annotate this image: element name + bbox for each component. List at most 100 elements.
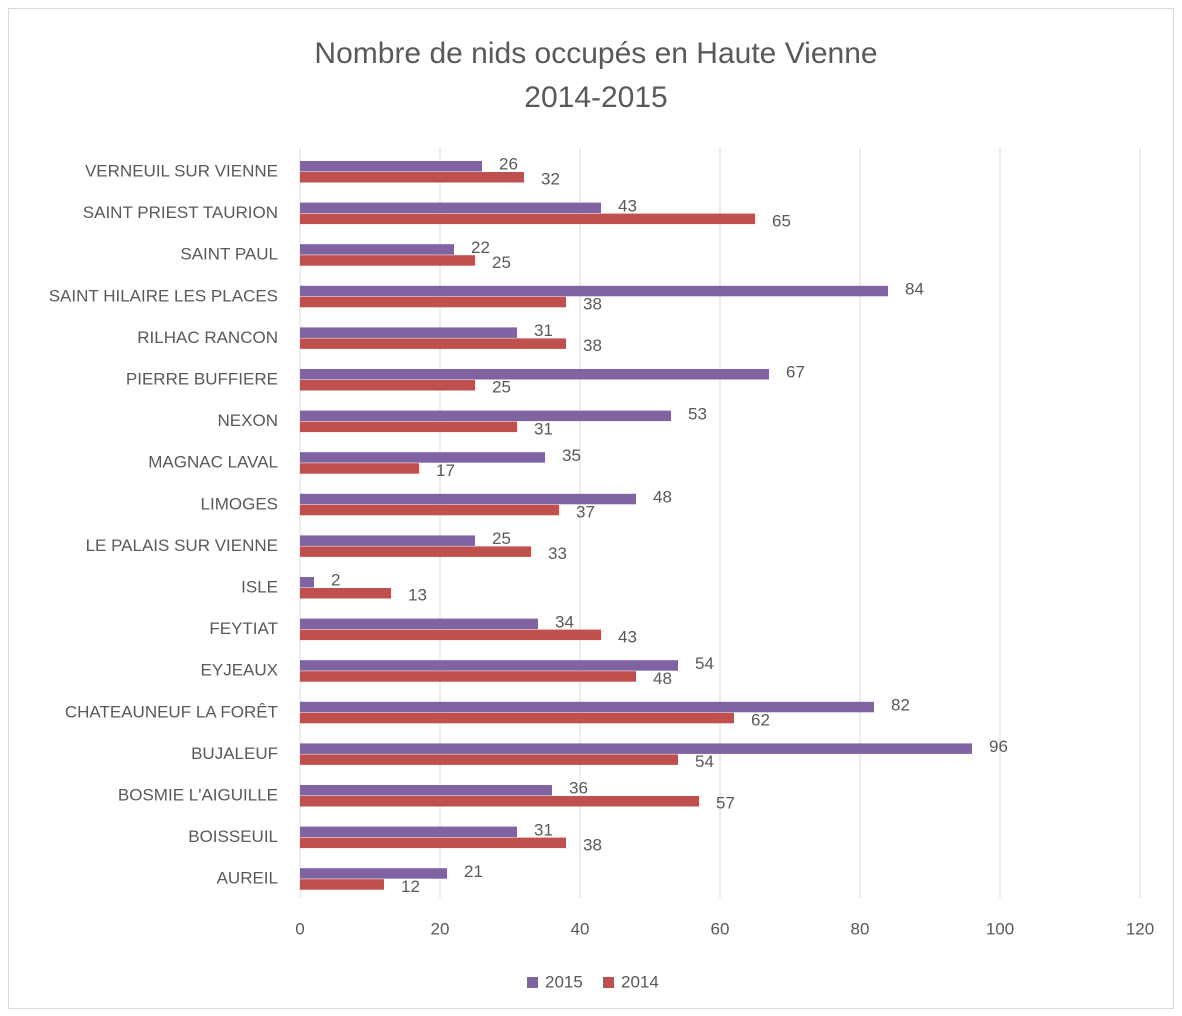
x-tick-label: 0	[295, 919, 304, 938]
y-tick-label: SAINT HILAIRE LES PLACES	[49, 286, 278, 305]
bar	[300, 380, 475, 391]
bar	[300, 577, 314, 588]
bar	[300, 463, 419, 474]
bar	[300, 452, 545, 463]
bar	[300, 327, 517, 338]
y-tick-label: CHATEAUNEUF LA FORÊT	[65, 702, 278, 721]
bar	[300, 202, 601, 214]
x-tick-label: 120	[1126, 919, 1154, 938]
legend-label: 2014	[621, 972, 659, 991]
y-tick-label: MAGNAC LAVAL	[148, 453, 278, 472]
data-label: 31	[534, 820, 553, 839]
bar	[300, 660, 678, 671]
bar	[300, 754, 678, 765]
data-label: 31	[534, 419, 553, 438]
data-label: 65	[772, 211, 791, 230]
bar	[300, 535, 475, 546]
data-label: 32	[541, 170, 560, 189]
bar	[300, 868, 447, 879]
bar	[300, 369, 769, 380]
data-label: 96	[989, 737, 1008, 756]
data-label: 82	[891, 696, 910, 715]
bar	[300, 255, 475, 266]
bar	[300, 338, 566, 349]
data-label: 2	[331, 571, 340, 590]
y-tick-label: VERNEUIL SUR VIENNE	[85, 161, 278, 180]
bar	[300, 879, 384, 890]
data-label: 67	[786, 363, 805, 382]
data-label: 21	[464, 862, 483, 881]
legend-label: 2015	[545, 972, 583, 991]
bar	[300, 785, 552, 796]
data-label: 12	[401, 877, 420, 896]
data-label: 54	[695, 752, 714, 771]
y-tick-label: LIMOGES	[201, 494, 278, 513]
bar	[300, 546, 531, 557]
bar	[300, 701, 874, 713]
bar	[300, 671, 636, 682]
chart-frame	[8, 8, 1174, 1009]
bar	[300, 743, 972, 754]
data-label: 36	[569, 779, 588, 798]
y-tick-label: LE PALAIS SUR VIENNE	[86, 536, 278, 555]
data-label: 25	[492, 378, 511, 397]
data-label: 13	[408, 586, 427, 605]
data-label: 33	[548, 544, 567, 563]
y-tick-label: PIERRE BUFFIERE	[126, 369, 278, 388]
data-label: 54	[695, 654, 714, 673]
data-label: 22	[471, 238, 490, 257]
bar	[300, 629, 601, 641]
y-tick-label: BUJALEUF	[191, 744, 278, 763]
data-label: 37	[576, 503, 595, 522]
chart-subtitle: 2014-2015	[524, 81, 667, 114]
x-tick-label: 60	[711, 919, 730, 938]
legend-swatch	[527, 977, 538, 988]
x-tick-label: 40	[571, 919, 590, 938]
bar	[300, 618, 538, 630]
data-label: 43	[618, 196, 637, 215]
bar	[300, 504, 559, 516]
data-label: 25	[492, 529, 511, 548]
bar	[300, 285, 888, 297]
data-label: 84	[905, 280, 924, 299]
y-tick-label: BOSMIE L'AIGUILLE	[118, 785, 278, 804]
bar	[300, 172, 524, 183]
data-label: 43	[618, 627, 637, 646]
data-label: 38	[583, 295, 602, 314]
data-label: 48	[653, 488, 672, 507]
y-tick-label: FEYTIAT	[209, 619, 278, 638]
bar	[300, 410, 671, 422]
y-tick-label: SAINT PRIEST TAURION	[83, 203, 278, 222]
data-label: 53	[688, 404, 707, 423]
chart-title: Nombre de nids occupés en Haute Vienne	[314, 37, 877, 70]
y-tick-label: SAINT PAUL	[180, 245, 278, 264]
data-label: 57	[716, 794, 735, 813]
data-label: 38	[583, 336, 602, 355]
legend-swatch	[603, 977, 614, 988]
bar	[300, 588, 391, 599]
data-label: 17	[436, 461, 455, 480]
bar	[300, 161, 482, 172]
data-label: 62	[751, 711, 770, 730]
bar	[300, 837, 566, 849]
bar	[300, 421, 517, 433]
bar	[300, 296, 566, 308]
y-tick-label: BOISSEUIL	[188, 827, 278, 846]
x-tick-label: 80	[851, 919, 870, 938]
x-tick-label: 100	[986, 919, 1014, 938]
bar	[300, 493, 636, 505]
data-label: 38	[583, 835, 602, 854]
bar	[300, 796, 699, 807]
bar	[300, 826, 517, 838]
x-tick-label: 20	[431, 919, 450, 938]
data-label: 34	[555, 612, 574, 631]
bar	[300, 712, 734, 724]
data-label: 31	[534, 321, 553, 340]
y-tick-label: RILHAC RANCON	[137, 328, 278, 347]
y-tick-label: NEXON	[218, 411, 278, 430]
data-label: 48	[653, 669, 672, 688]
y-tick-label: AUREIL	[217, 869, 278, 888]
data-label: 35	[562, 446, 581, 465]
data-label: 26	[499, 155, 518, 174]
